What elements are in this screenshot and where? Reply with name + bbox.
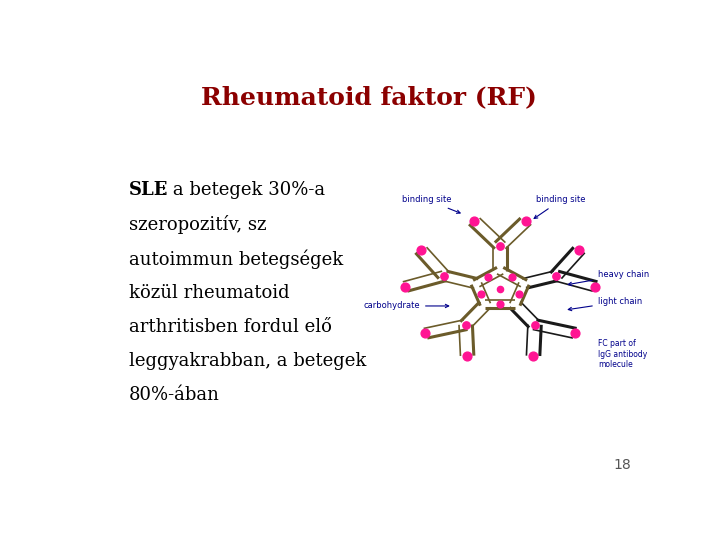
Text: heavy chain: heavy chain bbox=[568, 271, 649, 286]
Text: binding site: binding site bbox=[534, 195, 586, 219]
Text: Rheumatoid faktor (RF): Rheumatoid faktor (RF) bbox=[201, 85, 537, 110]
Text: közül rheumatoid: közül rheumatoid bbox=[129, 284, 289, 301]
Text: light chain: light chain bbox=[568, 298, 642, 310]
Text: FC part of
IgG antibody
molecule: FC part of IgG antibody molecule bbox=[598, 339, 647, 369]
Text: 80%-ában: 80%-ában bbox=[129, 386, 220, 404]
Text: binding site: binding site bbox=[402, 195, 460, 213]
Text: : a betegek 30%-a: : a betegek 30%-a bbox=[161, 181, 325, 199]
Text: leggyakrabban, a betegek: leggyakrabban, a betegek bbox=[129, 352, 366, 370]
Text: carbohydrate: carbohydrate bbox=[364, 301, 449, 310]
Text: SLE: SLE bbox=[129, 181, 168, 199]
Text: autoimmun betegségek: autoimmun betegségek bbox=[129, 249, 343, 269]
Text: szeropozitív, sz: szeropozitív, sz bbox=[129, 215, 266, 234]
Text: 18: 18 bbox=[613, 458, 631, 472]
Text: arthritisben fordul elő: arthritisben fordul elő bbox=[129, 318, 332, 335]
